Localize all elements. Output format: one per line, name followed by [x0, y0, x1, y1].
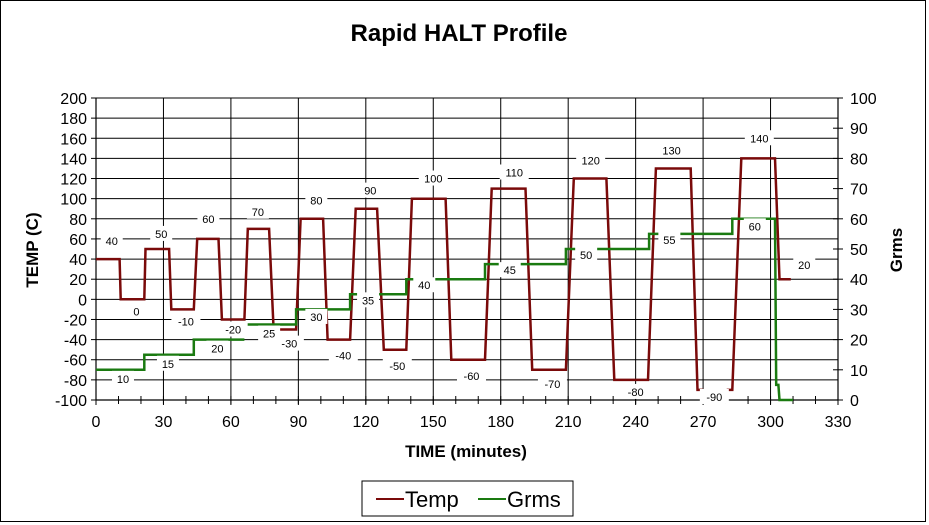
y-tick-label: 120: [60, 172, 87, 189]
data-label: 30: [310, 312, 322, 324]
y-tick-label: -100: [55, 393, 87, 410]
y2-tick-label: 10: [850, 363, 868, 380]
x-tick-label: 180: [487, 414, 514, 431]
data-label: 25: [263, 329, 275, 341]
y-tick-label: 80: [69, 212, 87, 229]
data-label: 40: [418, 280, 430, 292]
data-label: 15: [162, 359, 174, 371]
series-layer: [96, 157, 793, 402]
data-label: -60: [464, 371, 480, 383]
y-tick-label: -80: [64, 373, 87, 390]
data-label: 0: [133, 306, 139, 318]
x-tick-label: 210: [555, 414, 582, 431]
y-tick-label: 140: [60, 151, 87, 168]
y2-tick-label: 80: [850, 151, 868, 168]
y2-tick-label: 60: [850, 212, 868, 229]
legend: Temp Grms: [361, 480, 574, 517]
x-tick-label: 90: [289, 414, 307, 431]
data-labels: 40 0 50 -10 60 -20 70 -30 80 -40 90 -50 100 -60 110 -70…: [100, 130, 816, 404]
y2-tick-label: 100: [850, 91, 877, 108]
y-tick-label: 200: [60, 91, 87, 108]
legend-label-grms: Grms: [507, 487, 561, 512]
series-temp-line: [726, 157, 791, 392]
y-tick-label: -60: [64, 353, 87, 370]
y2-tick-label: 70: [850, 182, 868, 199]
x-tick-label: 300: [757, 414, 784, 431]
x-tick-label: 0: [92, 414, 101, 431]
y2-tick-label: 50: [850, 242, 868, 259]
data-label: 55: [663, 235, 675, 247]
x-tick-label: 120: [352, 414, 379, 431]
y-tick-label: 40: [69, 252, 87, 269]
y2-tick-label: 0: [850, 393, 859, 410]
y2-axis-title: Grms: [887, 228, 906, 272]
data-label: -50: [389, 361, 405, 373]
x-tick-label: 60: [222, 414, 240, 431]
data-label: 100: [424, 174, 442, 186]
data-label: -70: [544, 379, 560, 391]
data-label: -20: [225, 325, 241, 337]
data-label: 40: [106, 236, 118, 248]
data-label: 70: [252, 207, 264, 219]
data-label: -80: [628, 387, 644, 399]
y-tick-label: 60: [69, 232, 87, 249]
data-label: -10: [178, 316, 194, 328]
y-tick-label: 160: [60, 131, 87, 148]
legend-label-temp: Temp: [405, 487, 459, 512]
data-label: 20: [211, 344, 223, 356]
x-tick-label: 270: [690, 414, 717, 431]
data-label: 60: [749, 221, 761, 233]
x-tick-label: 330: [825, 414, 852, 431]
y-tick-label: -40: [64, 333, 87, 350]
y2-tick-label: 30: [850, 302, 868, 319]
x-tick-label: 150: [420, 414, 447, 431]
data-label: 130: [662, 145, 680, 157]
y-tick-label: 20: [69, 272, 87, 289]
x-tick-label: 30: [155, 414, 173, 431]
y2-tick-label: 90: [850, 121, 868, 138]
data-label: 20: [798, 260, 810, 272]
series-grms-line: [246, 217, 793, 402]
data-label: 50: [580, 250, 592, 262]
data-label: 45: [504, 265, 516, 277]
series-temp-line: [96, 167, 704, 392]
data-label: 90: [364, 186, 376, 198]
data-label: -30: [281, 339, 297, 351]
data-label: 110: [505, 167, 523, 179]
data-label: -90: [706, 392, 722, 404]
data-label: 10: [117, 374, 129, 386]
series-grms-line: [96, 338, 245, 372]
data-label: 35: [362, 295, 374, 307]
chart-title: Rapid HALT Profile: [351, 20, 568, 47]
data-label: 140: [750, 133, 768, 145]
x-tick-label: 240: [622, 414, 649, 431]
y-tick-label: 0: [78, 292, 87, 309]
y-axis-title: TEMP (C): [23, 212, 42, 287]
data-label: 80: [310, 196, 322, 208]
data-label: 120: [581, 155, 599, 167]
y-tick-label: 100: [60, 192, 87, 209]
data-label: 50: [155, 229, 167, 241]
y2-tick-label: 40: [850, 272, 868, 289]
y2-tick-label: 20: [850, 333, 868, 350]
data-label: 60: [202, 214, 214, 226]
y-tick-label: 180: [60, 111, 87, 128]
data-label: -40: [335, 351, 351, 363]
y-tick-label: -20: [64, 312, 87, 329]
x-axis-title: TIME (minutes): [405, 442, 527, 461]
